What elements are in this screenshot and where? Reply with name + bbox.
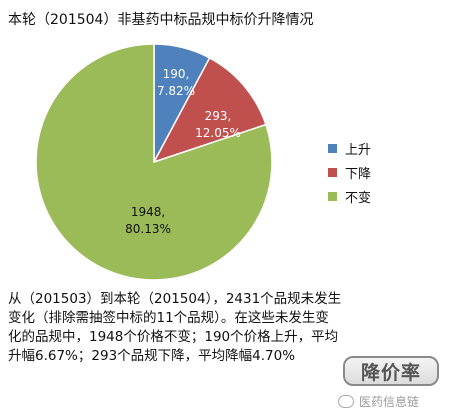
- pie-slice-down: [152, 56, 267, 164]
- legend-swatch-unchanged: [328, 191, 337, 201]
- price-drop-badge: 降价率: [343, 356, 439, 386]
- legend-label-down: 下降: [345, 166, 372, 182]
- pie-chart: 190, 7.82% 293, 12.05% 1948, 80.13%: [35, 43, 273, 281]
- summary-line-4: 升幅6.67%；293个品规下降，平均降幅4.70%: [8, 348, 296, 364]
- data-label-down-value: 293,: [205, 109, 232, 123]
- summary-paragraph: 从（201503）到本轮（201504），2431个品规未发生 变化（排除需抽签…: [8, 290, 348, 366]
- data-label-down-percent: 12.05%: [195, 126, 241, 140]
- legend: 上升 下降 不变: [328, 136, 371, 208]
- summary-line-3: 化的品规中，1948个价格不变；190个价格上升，平均: [8, 329, 339, 345]
- legend-swatch-up: [328, 143, 337, 153]
- data-label-up-percent: 7.82%: [157, 84, 195, 98]
- legend-item-up: 上升: [328, 136, 371, 160]
- data-label-unchanged-value: 1948,: [131, 205, 165, 219]
- wechat-icon: [338, 395, 354, 408]
- legend-label-up: 上升: [345, 142, 372, 158]
- summary-line-2: 变化（排除需抽签中标的11个品规）。在这些未发生变: [8, 310, 329, 326]
- pie-slice-unchanged: [35, 43, 273, 281]
- summary-line-1: 从（201503）到本轮（201504），2431个品规未发生: [8, 291, 342, 307]
- legend-item-unchanged: 不变: [328, 184, 371, 208]
- watermark: 医药信息链: [338, 393, 419, 410]
- data-label-up-value: 190,: [163, 67, 190, 81]
- legend-item-down: 下降: [328, 160, 371, 184]
- chart-title: 本轮（201504）非基药中标品规中标价升降情况: [8, 12, 314, 28]
- watermark-text: 医药信息链: [359, 395, 420, 409]
- legend-swatch-down: [328, 167, 337, 177]
- data-label-unchanged-percent: 80.13%: [125, 222, 171, 236]
- legend-label-unchanged: 不变: [345, 190, 372, 206]
